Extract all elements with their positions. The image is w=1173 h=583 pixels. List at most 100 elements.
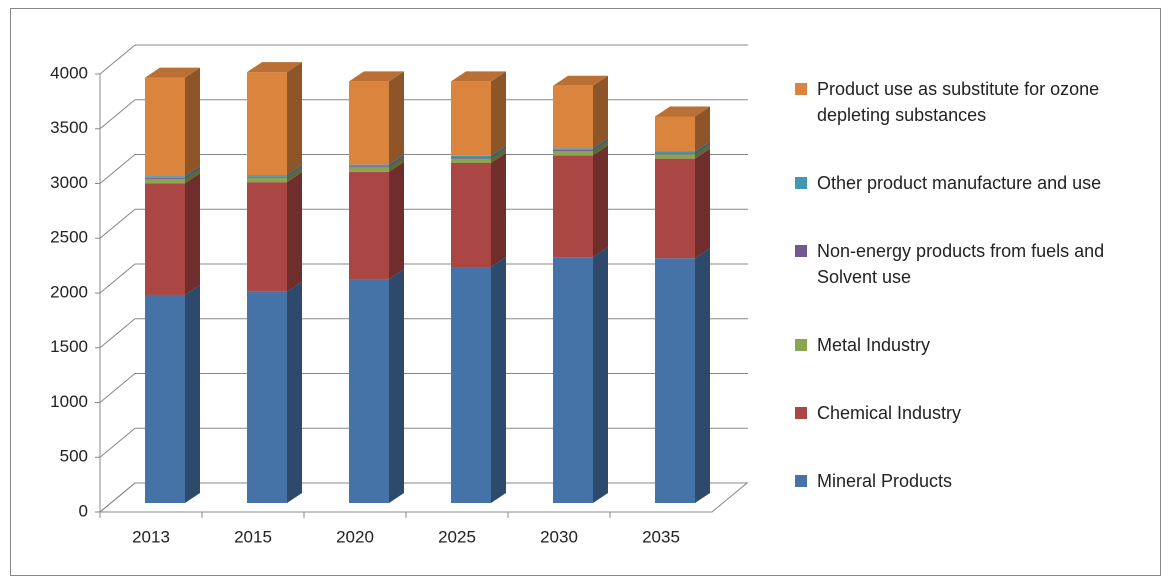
y-tick-label: 4000 [50, 63, 88, 82]
grid-line [99, 44, 748, 75]
bar-side [389, 156, 404, 168]
y-tick-label: 500 [60, 447, 88, 466]
bar [145, 183, 185, 295]
bar [247, 291, 287, 503]
bar-side [593, 247, 608, 503]
bar-side [185, 173, 200, 295]
bar [451, 81, 491, 156]
bar [145, 77, 185, 177]
bar [349, 167, 389, 172]
bar [145, 294, 185, 503]
legend-item: Non-energy products from fuels and Solve… [795, 238, 1165, 290]
bar-side [695, 141, 710, 154]
bar-side [287, 165, 302, 177]
bar-side [389, 161, 404, 280]
bar-side [491, 145, 506, 158]
bar [553, 257, 593, 503]
bar [553, 150, 593, 156]
bar [145, 178, 185, 184]
bar-top [553, 75, 608, 86]
x-tick-label: 2025 [438, 527, 476, 546]
bar [655, 151, 695, 154]
legend-item: Mineral Products [795, 468, 1165, 494]
bar-side [389, 71, 404, 165]
bar [349, 164, 389, 167]
grid-line [99, 208, 748, 239]
legend-label: Non-energy products from fuels and Solve… [817, 241, 1105, 287]
bar [451, 157, 491, 159]
bar-side [695, 106, 710, 152]
bar [247, 176, 287, 178]
bar-side [185, 67, 200, 177]
bar-side [695, 248, 710, 503]
grid-line [99, 99, 748, 130]
y-tick-label: 1000 [50, 392, 88, 411]
x-tick-label: 2030 [540, 527, 578, 546]
bar [247, 72, 287, 176]
bar-side [491, 148, 506, 164]
bar-side [593, 75, 608, 149]
x-tick-label: 2035 [642, 527, 680, 546]
grid-line [99, 427, 748, 458]
legend-label: Other product manufacture and use [817, 173, 1102, 193]
bar [655, 154, 695, 159]
bar [655, 116, 695, 152]
bar-side [491, 71, 506, 156]
bar-side [491, 257, 506, 503]
bar [451, 155, 491, 158]
x-tick-label: 2020 [336, 527, 374, 546]
bar-top [145, 67, 200, 78]
bar [349, 279, 389, 503]
bar-top [349, 71, 404, 82]
legend-swatch [795, 245, 807, 257]
bar [247, 175, 287, 177]
legend-label: Product use as substitute for ozone depl… [817, 79, 1100, 125]
legend-swatch [795, 83, 807, 95]
bar-top [247, 62, 302, 73]
legend-swatch [795, 475, 807, 487]
x-tick-label: 2013 [132, 527, 170, 546]
bar [655, 258, 695, 503]
bar-side [185, 166, 200, 178]
bar-side [287, 167, 302, 183]
bar-side [491, 147, 506, 159]
bar-side [287, 62, 302, 176]
bar [553, 155, 593, 258]
bar [553, 148, 593, 150]
x-tick-label: 2015 [234, 527, 272, 546]
y-tick-label: 2500 [50, 228, 88, 247]
y-tick-label: 2000 [50, 282, 88, 301]
grid-line [99, 373, 748, 403]
bar [247, 177, 287, 183]
chart-frame [10, 8, 1161, 576]
legend-item: Other product manufacture and use [795, 170, 1165, 196]
y-tick-label: 1500 [50, 337, 88, 356]
bar-side [593, 145, 608, 258]
bar-side [491, 153, 506, 268]
bar [349, 166, 389, 168]
bar [655, 153, 695, 155]
grid-line [99, 482, 748, 513]
bar-side [287, 166, 302, 178]
bar [451, 163, 491, 268]
legend-swatch [795, 177, 807, 189]
legend-label: Mineral Products [817, 471, 953, 491]
legend: Product use as substitute for ozone depl… [795, 55, 1165, 515]
bar-side [695, 143, 710, 155]
bar-side [185, 168, 200, 184]
grid-line [99, 154, 748, 184]
bar-side [185, 284, 200, 503]
legend-item: Metal Industry [795, 332, 1165, 358]
bar [145, 176, 185, 178]
bar [247, 182, 287, 292]
legend-swatch [795, 407, 807, 419]
legend-item: Product use as substitute for ozone depl… [795, 76, 1165, 128]
bar-side [185, 167, 200, 179]
legend-label: Chemical Industry [817, 403, 962, 423]
y-tick-label: 3500 [50, 118, 88, 137]
bar-top [451, 71, 506, 82]
bar [349, 81, 389, 165]
y-tick-label: 3000 [50, 173, 88, 192]
bar-side [287, 281, 302, 503]
